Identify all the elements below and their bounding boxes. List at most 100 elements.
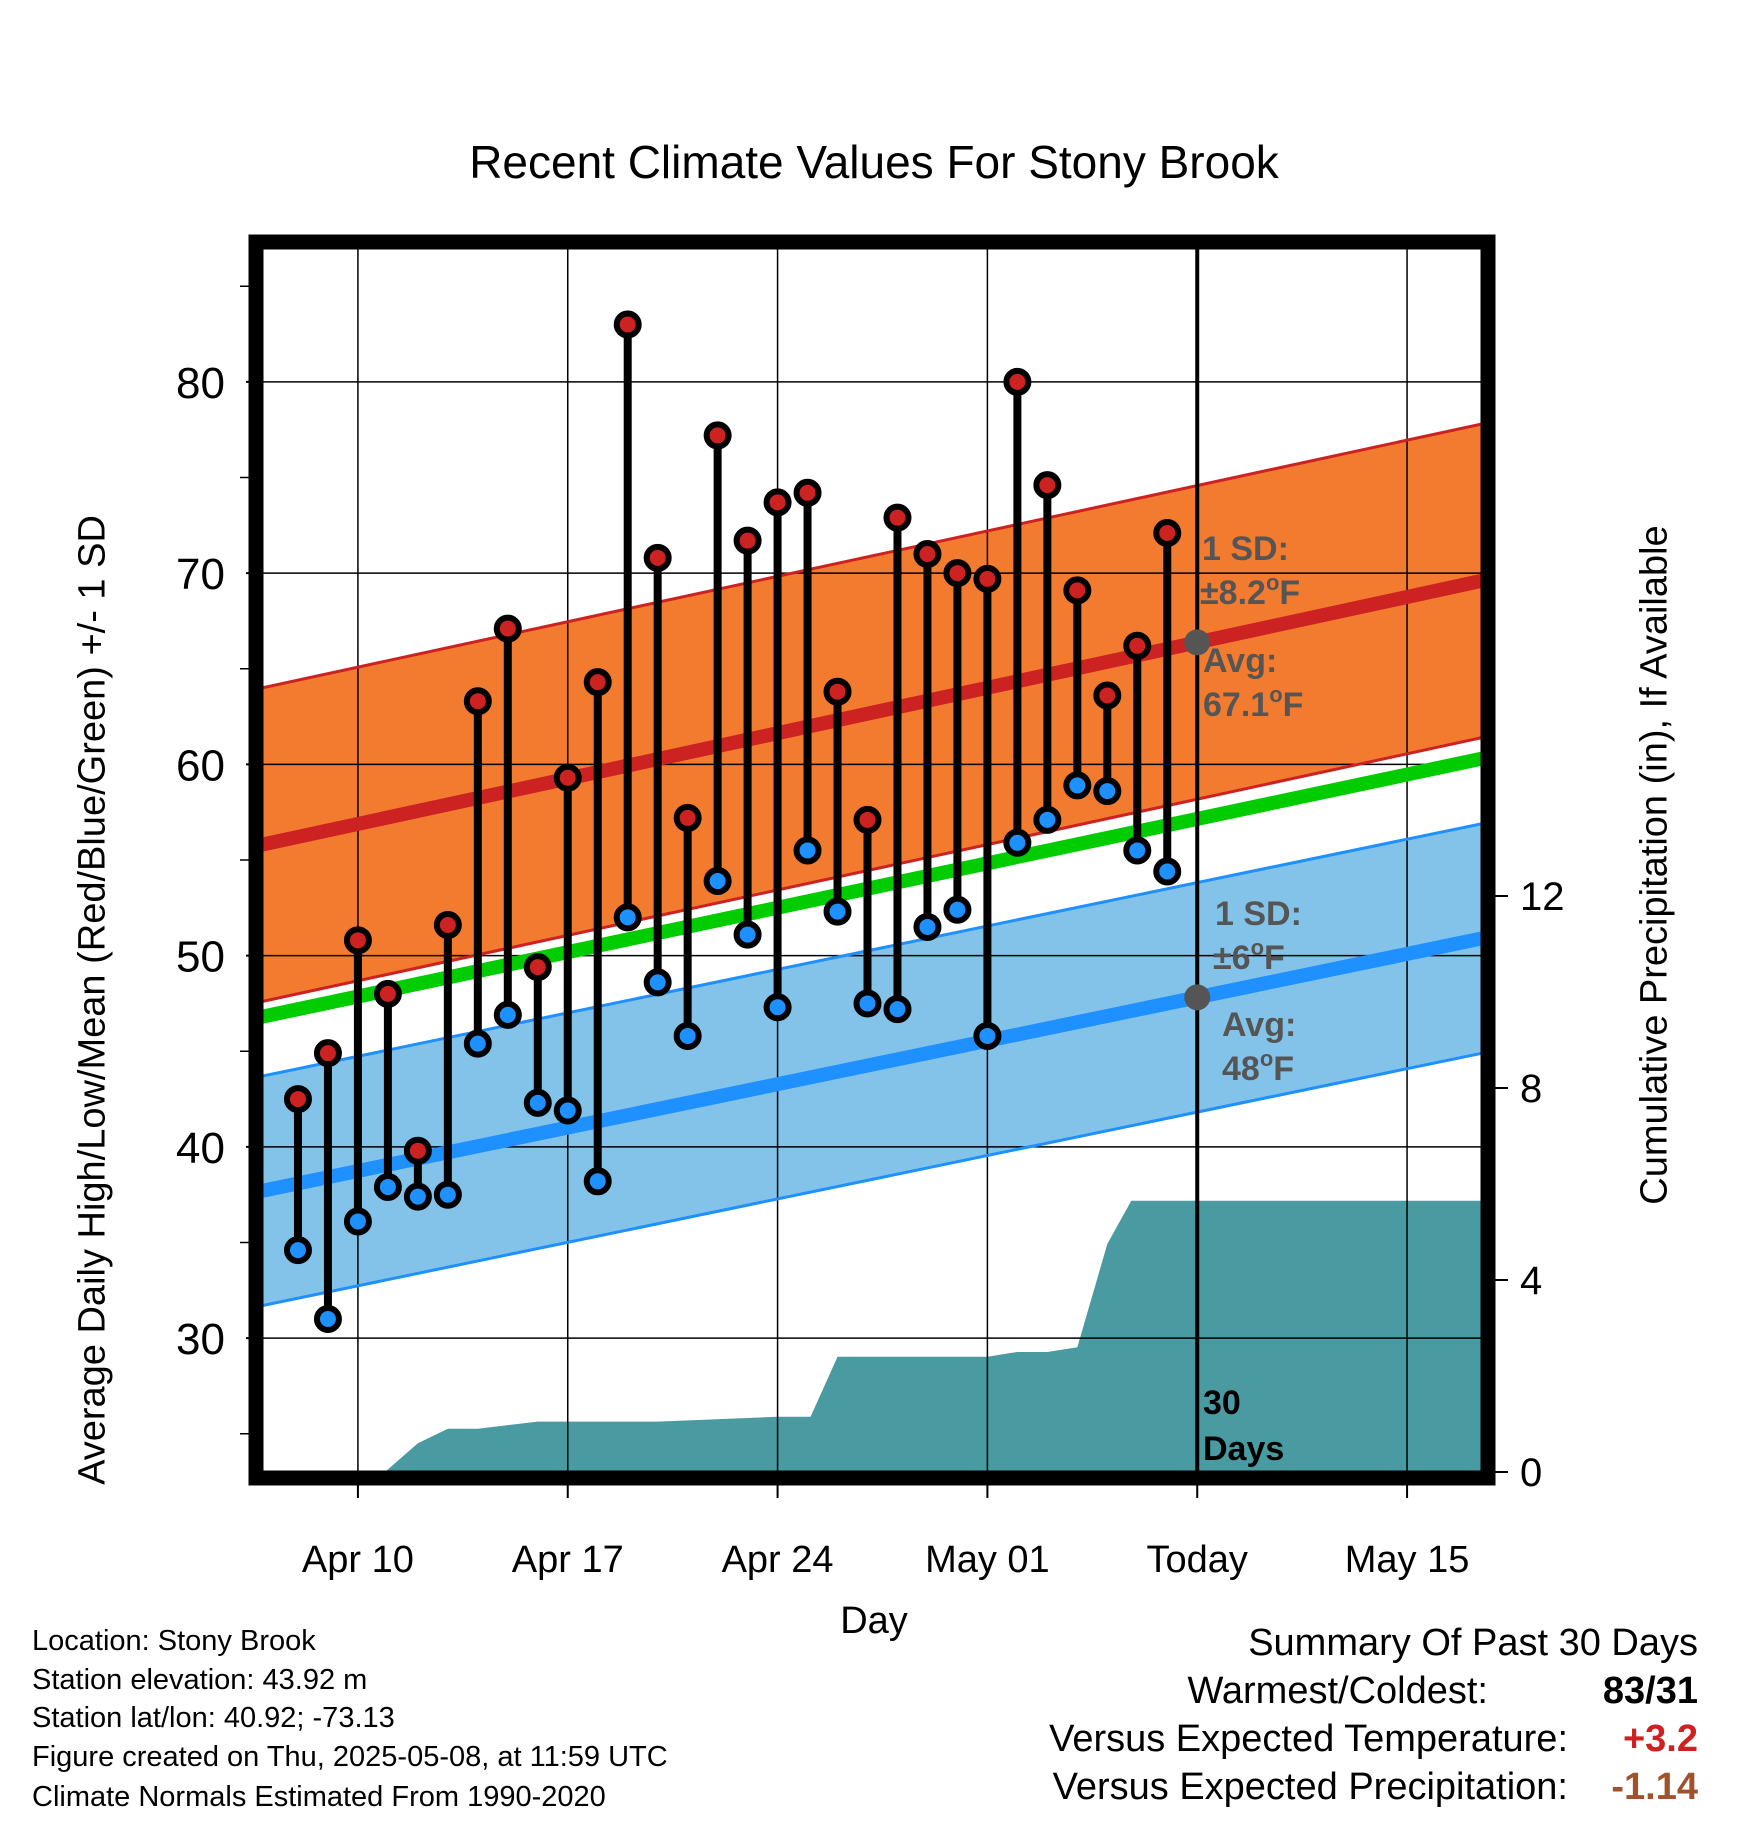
low-point — [493, 1000, 522, 1029]
x-axis-label: Day — [840, 1600, 908, 1642]
low-point — [913, 912, 942, 941]
summary-warm-cold-label: Warmest/Coldest: — [1187, 1670, 1488, 1712]
high-point — [673, 803, 702, 832]
y-right-tick-label: 8 — [1520, 1067, 1542, 1111]
summary-warm-cold-value: 83/31 — [1602, 1670, 1698, 1712]
summary-precip-label: Versus Expected Precipitation: — [1052, 1766, 1568, 1808]
x-tick-label: Apr 24 — [722, 1539, 834, 1581]
y-right-tick-label: 4 — [1520, 1259, 1542, 1303]
days-window-count: 30 — [1203, 1384, 1241, 1422]
summary-precip-value: -1.14 — [1611, 1766, 1698, 1808]
low-point — [853, 989, 882, 1018]
footer-location: Location: Stony Brook — [32, 1625, 316, 1657]
low-point — [373, 1173, 402, 1202]
high-point — [703, 421, 732, 450]
y-tick-label: 60 — [176, 741, 225, 790]
low-point — [703, 867, 732, 896]
high-point — [1003, 367, 1032, 396]
x-tick-label: Apr 10 — [302, 1539, 414, 1581]
low-band-upper-edge — [262, 822, 1482, 1078]
low-point — [973, 1021, 1002, 1050]
low-point — [643, 968, 672, 997]
high-point — [823, 677, 852, 706]
days-window-word: Days — [1203, 1430, 1284, 1468]
high-point — [1093, 681, 1122, 710]
low-point — [523, 1088, 552, 1117]
footer-created: Figure created on Thu, 2025-05-08, at 11… — [32, 1741, 668, 1773]
low-point — [793, 836, 822, 865]
high-point — [913, 540, 942, 568]
high-point — [433, 911, 462, 940]
low-point — [403, 1182, 432, 1211]
high-point — [1153, 518, 1182, 547]
summary-temp-value: +3.2 — [1622, 1718, 1698, 1760]
low-point — [1123, 836, 1152, 865]
low-sd-label: 1 SD: — [1215, 895, 1302, 933]
plot-area — [262, 248, 1482, 1472]
low-point — [1063, 771, 1092, 800]
y-right-tick-label: 12 — [1520, 875, 1565, 919]
high-avg-value: 67.1oF — [1203, 682, 1303, 724]
low-point — [1093, 777, 1122, 806]
summary-temp-label: Versus Expected Temperature: — [1049, 1718, 1568, 1760]
today-normal-low-marker — [1184, 984, 1211, 1011]
y-axis-label-left: Average Daily High/Low/Mean (Red/Blue/Gr… — [71, 515, 114, 1485]
high-band-upper-edge — [262, 422, 1482, 690]
y-tick-label: 80 — [176, 359, 225, 408]
high-band-lower-edge — [262, 736, 1482, 1003]
normal-low-line — [262, 931, 1482, 1198]
y-tick-label: 40 — [176, 1124, 225, 1173]
low-avg-value: 48oF — [1222, 1046, 1294, 1088]
high-point — [1123, 631, 1152, 660]
high-point — [613, 310, 642, 339]
y-tick-label: 70 — [176, 550, 225, 599]
high-point — [853, 805, 882, 834]
low-point — [1033, 805, 1062, 834]
low-point — [613, 903, 642, 932]
high-point — [313, 1039, 342, 1068]
low-point — [343, 1207, 372, 1236]
summary-heading: Summary Of Past 30 Days — [1248, 1622, 1698, 1664]
footer-elevation: Station elevation: 43.92 m — [32, 1664, 368, 1696]
footer-normals: Climate Normals Estimated From 1990-2020 — [32, 1781, 606, 1813]
high-sd-value: ±8.2oF — [1200, 570, 1300, 612]
low-avg-label: Avg: — [1222, 1006, 1296, 1044]
precip-area — [262, 1200, 1482, 1472]
low-point — [763, 993, 792, 1022]
low-point — [1153, 857, 1182, 886]
high-point — [343, 926, 372, 955]
low-point — [283, 1236, 312, 1265]
footer-latlon: Station lat/lon: 40.92; -73.13 — [32, 1702, 395, 1734]
y-tick-label: 50 — [176, 933, 225, 982]
high-point — [403, 1136, 432, 1165]
low-point — [1003, 828, 1032, 857]
low-band-lower-edge — [262, 1051, 1482, 1308]
high-point — [373, 979, 402, 1008]
low-sd-value: ±6oF — [1213, 935, 1285, 977]
low-point — [463, 1029, 492, 1058]
chart-title: Recent Climate Values For Stony Brook — [469, 136, 1279, 188]
normal-high-line — [262, 573, 1482, 852]
low-point — [583, 1167, 612, 1196]
low-point — [943, 895, 972, 924]
low-point — [823, 897, 852, 926]
high-point — [283, 1085, 312, 1114]
x-tick-label: Today — [1147, 1539, 1248, 1581]
high-point — [553, 763, 582, 792]
low-point — [883, 995, 912, 1024]
high-point — [643, 543, 672, 572]
high-sd-label: 1 SD: — [1202, 530, 1289, 568]
x-tick-label: May 15 — [1345, 1539, 1470, 1581]
high-point — [1033, 471, 1062, 500]
today-normal-high-marker — [1184, 629, 1211, 656]
high-point — [973, 564, 1002, 593]
high-point — [463, 687, 492, 716]
low-point — [433, 1180, 462, 1209]
x-tick-label: Apr 17 — [512, 1539, 624, 1581]
low-point — [733, 920, 762, 949]
high-point — [583, 668, 612, 697]
high-point — [883, 503, 912, 532]
x-tick-label: May 01 — [925, 1539, 1050, 1581]
normal-mean-line — [262, 751, 1482, 1024]
high-point — [493, 614, 522, 643]
